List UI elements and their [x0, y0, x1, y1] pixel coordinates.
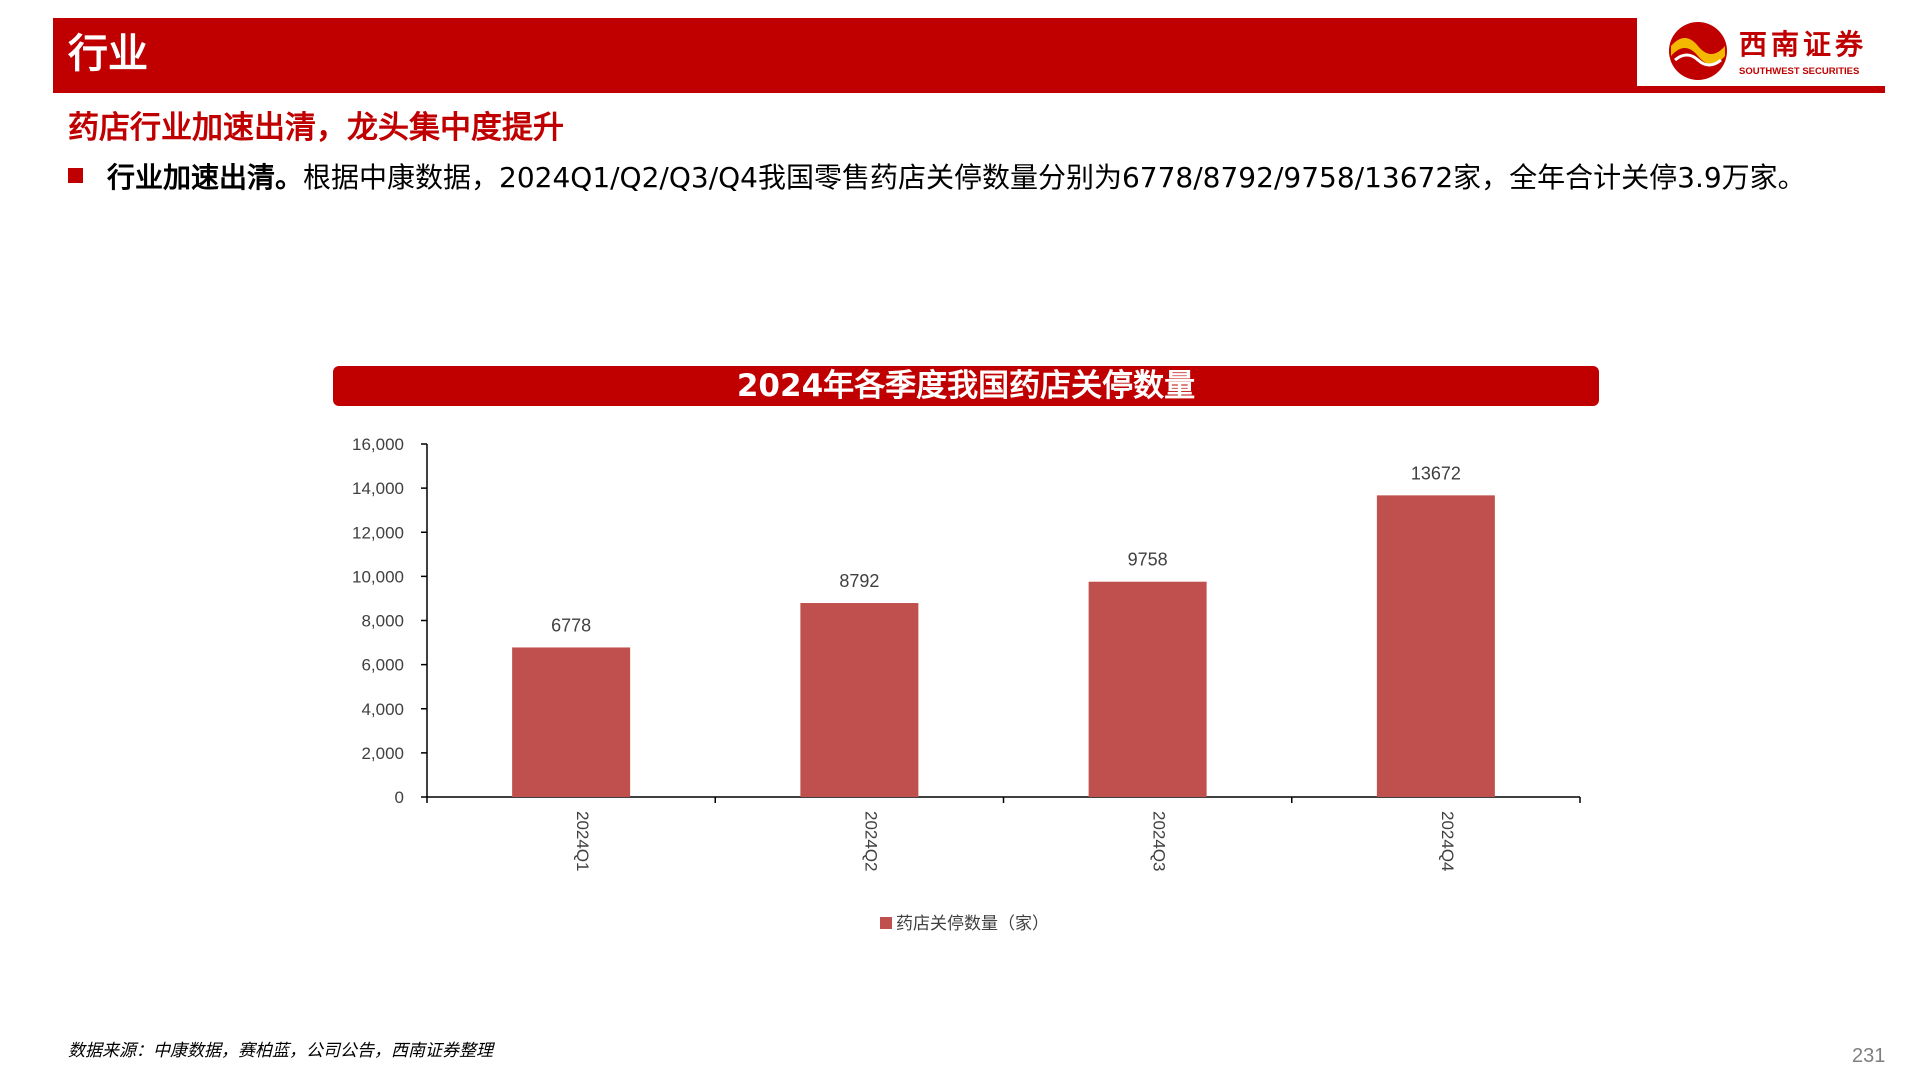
company-logo: 西南证券 SOUTHWEST SECURITIES — [1667, 18, 1885, 84]
page-number: 231 — [1852, 1045, 1886, 1067]
data-label: 9758 — [1128, 550, 1168, 570]
bar — [800, 603, 919, 797]
y-tick-label: 2,000 — [361, 744, 404, 763]
y-tick-label: 16,000 — [352, 435, 404, 454]
y-tick-label: 12,000 — [352, 523, 404, 542]
y-tick-label: 8,000 — [361, 612, 404, 631]
bullet-bold-text: 行业加速出清。 — [107, 161, 304, 194]
y-tick-label: 4,000 — [361, 700, 404, 719]
chart-title: 2024年各季度我国药店关停数量 — [736, 368, 1196, 404]
header-underline — [53, 86, 1885, 93]
category-label: 2024Q4 — [1438, 811, 1457, 872]
data-label: 13672 — [1411, 463, 1461, 483]
category-label: 2024Q2 — [861, 811, 880, 872]
y-tick-label: 14,000 — [352, 479, 404, 498]
data-source-note: 数据来源：中康数据，赛柏蓝，公司公告，西南证券整理 — [68, 1041, 493, 1061]
category-label: 2024Q1 — [573, 811, 592, 872]
logo-name-cn: 西南证券 — [1739, 28, 1868, 61]
bar-chart: 0 2,000 4,000 6,000 8,000 10,000 12,000 14,000 1… — [352, 435, 1581, 934]
logo-emblem-icon — [1669, 22, 1727, 80]
bullet-square-icon — [68, 168, 83, 183]
page-title: 行业 — [68, 31, 148, 77]
chart-title-banner: 2024年各季度我国药店关停数量 — [333, 366, 1599, 406]
category-label: 2024Q3 — [1150, 811, 1169, 872]
y-tick-label: 0 — [395, 788, 404, 807]
section-subtitle: 药店行业加速出清，龙头集中度提升 — [68, 110, 564, 146]
bar — [1088, 581, 1207, 797]
bullet-point: 行业加速出清。根据中康数据，2024Q1/Q2/Q3/Q4我国零售药店关停数量分… — [68, 156, 1806, 200]
y-tick-label: 10,000 — [352, 567, 404, 586]
y-tick-label: 6,000 — [361, 656, 404, 675]
bar — [512, 647, 631, 797]
bar — [1376, 495, 1495, 797]
data-label: 6778 — [551, 615, 591, 635]
header-bar — [53, 18, 1637, 92]
legend-swatch — [880, 917, 892, 929]
data-label: 8792 — [839, 571, 879, 591]
logo-name-en: SOUTHWEST SECURITIES — [1739, 66, 1860, 77]
bullet-text: 根据中康数据，2024Q1/Q2/Q3/Q4我国零售药店关停数量分别为6778/… — [303, 161, 1806, 194]
legend-label: 药店关停数量（家） — [896, 914, 1049, 934]
